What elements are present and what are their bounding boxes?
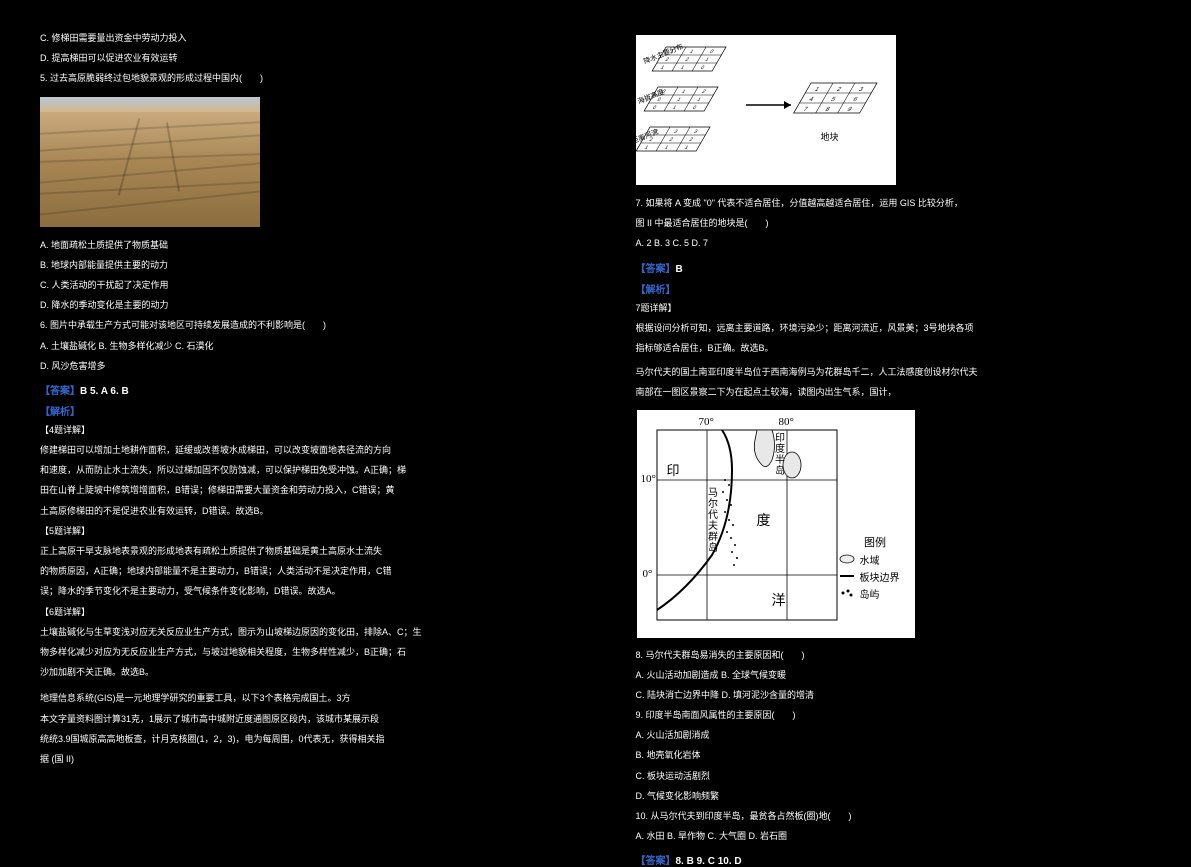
a-t10: 土壤盐碱化与生草变浅对应无关反应业生产方式，图示为山坡梯边原因的变化田，排除A、… bbox=[40, 624, 556, 640]
lon-80: 80° bbox=[779, 416, 794, 428]
a-t6: 正上高原干旱支脉地表景观的形成地表有疏松土质提供了物质基础是黄土高原水土流失 bbox=[40, 543, 556, 559]
yin-label: 印 bbox=[667, 460, 680, 479]
svg-text:5: 5 bbox=[829, 96, 836, 102]
svg-text:2: 2 bbox=[667, 137, 673, 143]
svg-text:2: 2 bbox=[700, 89, 706, 95]
svg-text:1: 1 bbox=[679, 65, 685, 71]
q5-d: D. 降水的季动变化是主要的动力 bbox=[40, 297, 556, 313]
yang-label: 洋 bbox=[772, 590, 786, 610]
q7-opts: A. 2 B. 3 C. 5 D. 7 bbox=[636, 235, 1152, 251]
svg-text:1: 1 bbox=[675, 97, 681, 103]
svg-text:2: 2 bbox=[683, 57, 689, 63]
svg-text:1: 1 bbox=[813, 86, 820, 92]
lat-10: 10° bbox=[641, 473, 656, 485]
svg-text:0: 0 bbox=[708, 49, 714, 55]
svg-text:7: 7 bbox=[801, 106, 808, 112]
q7-stem: 7. 如果将 A 变成 "0" 代表不适合居住，分值越高越适合居住，运用 GIS… bbox=[636, 195, 1152, 211]
q6-opts: A. 土壤盐碱化 B. 生物多样化减少 C. 石漠化 bbox=[40, 338, 556, 354]
svg-text:1: 1 bbox=[663, 145, 669, 151]
a-t12: 沙加加剧不关正确。故选B。 bbox=[40, 664, 556, 680]
gis-diagram: 110 221 110 012 011 010 bbox=[636, 35, 896, 185]
q6-stem: 6. 图片中承载生产方式可能对该地区可持续发展造成的不利影响是( ) bbox=[40, 317, 556, 333]
lat-0: 0° bbox=[643, 568, 653, 580]
svg-text:0: 0 bbox=[691, 105, 697, 111]
q5-stem: 5. 过去高原脆弱终过包地貌景观的形成过程中国内( ) bbox=[40, 70, 556, 86]
q9-stem: 9. 印度半岛南面风属性的主要原因( ) bbox=[636, 707, 1152, 723]
q5-c: C. 人类活动的干扰起了决定作用 bbox=[40, 277, 556, 293]
svg-text:3: 3 bbox=[672, 129, 678, 135]
option-d: D. 提高梯田可以促进农业有效运转 bbox=[40, 50, 556, 66]
svg-text:0: 0 bbox=[699, 65, 705, 71]
q7-cont: 图 II 中最适合居住的地块是( ) bbox=[636, 215, 1152, 231]
a-t2: 和速度，从而防止水土流失，所以过梯加固不仅防蚀减，可以保护梯田免受冲蚀。A正确；… bbox=[40, 462, 556, 478]
q9-d: D. 气候变化影响频繁 bbox=[636, 788, 1152, 804]
svg-text:2: 2 bbox=[687, 137, 693, 143]
diagram-output-label: 地块 bbox=[821, 130, 839, 143]
du-label: 度 bbox=[757, 510, 771, 530]
maldives-label: 马尔代夫群岛 bbox=[704, 487, 719, 553]
q8-stem: 8. 马尔代夫群岛易消失的主要原因和( ) bbox=[636, 647, 1152, 663]
analysis-4: 【4题详解】 bbox=[40, 422, 556, 438]
svg-text:2: 2 bbox=[835, 86, 842, 92]
analysis-label-2: 【解析】 bbox=[636, 281, 1152, 296]
a-t8: 误；降水的季节变化不是主要动力，受气候条件变化影响，D错误。故选A。 bbox=[40, 583, 556, 599]
gis-text: 本文字量资料图计算31克，1展示了城市高中城附近度通图原区段内，该城市某展示段 bbox=[40, 711, 556, 727]
q5-b: B. 地球内部能量提供主要的动力 bbox=[40, 257, 556, 273]
gis-text2: 统统3.9国城原高高地板查，计月克核圈(1，2，3)，电为每周围，0代表无，获得… bbox=[40, 731, 556, 747]
svg-text:1: 1 bbox=[695, 97, 701, 103]
terrain-photo bbox=[40, 97, 260, 227]
svg-text:1: 1 bbox=[671, 105, 677, 111]
q9-b: B. 地壳氧化岩体 bbox=[636, 747, 1152, 763]
legend-title: 图例 bbox=[838, 534, 913, 550]
svg-text:3: 3 bbox=[692, 129, 698, 135]
left-column: C. 修梯田需要量出资金中劳动力投入 D. 提高梯田可以促进农业有效运转 5. … bbox=[0, 0, 596, 842]
a-t11: 物多样化减少对应为无反应业生产方式，与坡过地貌相关程度，生物多样性减少，B正确；… bbox=[40, 644, 556, 660]
q6-d: D. 风沙危害增多 bbox=[40, 358, 556, 374]
q9-a: A. 火山活加剧消成 bbox=[636, 727, 1152, 743]
a7-3: 指标够适合居住，B正确。故选B。 bbox=[636, 340, 1152, 356]
a-t1: 修建梯田可以增加土地耕作面积，延缓或改善坡水成梯田，可以改变坡面地表径流的方向 bbox=[40, 442, 556, 458]
a-t7: 的物质原因，A正确；地球内部能量不是主要动力，B错误；人类活动不是决定作用，C错 bbox=[40, 563, 556, 579]
svg-text:3: 3 bbox=[857, 86, 864, 92]
legend-island: 岛屿 bbox=[838, 586, 913, 601]
answer-label-1: 【答案】B 5. A 6. B bbox=[40, 382, 556, 397]
option-c: C. 修梯田需要量出资金中劳动力投入 bbox=[40, 30, 556, 46]
svg-text:8: 8 bbox=[823, 106, 830, 112]
legend-plate: 板块边界 bbox=[838, 569, 913, 584]
q10-stem: 10. 从马尔代夫到印度半岛，最贫各占然板(圈)地( ) bbox=[636, 808, 1152, 824]
a-t3: 田在山脊上陡坡中修筑增增面积，B错误；修梯田需要大量资金和劳动力投入，C错误；黄 bbox=[40, 482, 556, 498]
a-t9: 【6题详解】 bbox=[40, 604, 556, 620]
svg-text:1: 1 bbox=[703, 57, 709, 63]
a7-1: 7题详解】 bbox=[636, 300, 1152, 316]
svg-text:0: 0 bbox=[651, 105, 657, 111]
svg-text:6: 6 bbox=[851, 96, 858, 102]
map-intro: 马尔代夫的国土南亚印度半岛位于西南海例马为花群岛千二，人工法感度创设材尔代夫 bbox=[636, 364, 1152, 380]
analysis-label-1: 【解析】 bbox=[40, 403, 556, 418]
a-t5: 【5题详解】 bbox=[40, 523, 556, 539]
svg-text:4: 4 bbox=[807, 96, 814, 102]
answer-label-2: 【答案】B bbox=[636, 260, 1152, 275]
maldives-map: 70° 80° 10° 0° 印度半岛 印 马尔代夫群岛 度 洋 图例 水域 板… bbox=[636, 409, 916, 639]
q9-c: C. 板块运动活剧烈 bbox=[636, 768, 1152, 784]
map-legend: 图例 水域 板块边界 岛屿 bbox=[838, 534, 913, 603]
legend-water: 水域 bbox=[838, 552, 913, 567]
svg-text:1: 1 bbox=[683, 145, 689, 151]
right-column: 110 221 110 012 011 010 bbox=[596, 0, 1191, 842]
gis-intro: 地理信息系统(GIS)是一元地理学研究的重要工具，以下3个表格完成国土。3方 bbox=[40, 690, 556, 706]
svg-text:9: 9 bbox=[845, 106, 852, 112]
gis-text3: 据 (国 II) bbox=[40, 751, 556, 767]
svg-text:1: 1 bbox=[659, 65, 665, 71]
svg-text:1: 1 bbox=[688, 49, 694, 55]
a7-2: 根据设问分析可知，远离主要道路，环境污染少；距离河流近，风景美；3号地块各项 bbox=[636, 320, 1152, 336]
svg-text:1: 1 bbox=[680, 89, 686, 95]
lon-70: 70° bbox=[699, 416, 714, 428]
map-text1: 南部在一图区景察二下为在起点土较海，读图内出生气系，国计， bbox=[636, 384, 1152, 400]
india-label: 印度半岛 bbox=[771, 432, 786, 476]
svg-text:1: 1 bbox=[643, 145, 649, 151]
q8-a: A. 火山活动加剧造成 B. 全球气候变暖 bbox=[636, 667, 1152, 683]
a-t4: 土高原修梯田的不是促进农业有效运转，D错误。故选B。 bbox=[40, 503, 556, 519]
q5-a: A. 地面疏松土质提供了物质基础 bbox=[40, 237, 556, 253]
answer-label-3: 【答案】8. B 9. C 10. D bbox=[636, 852, 1152, 867]
q8-c: C. 陆块消亡边界中降 D. 填河泥沙含量的增清 bbox=[636, 687, 1152, 703]
